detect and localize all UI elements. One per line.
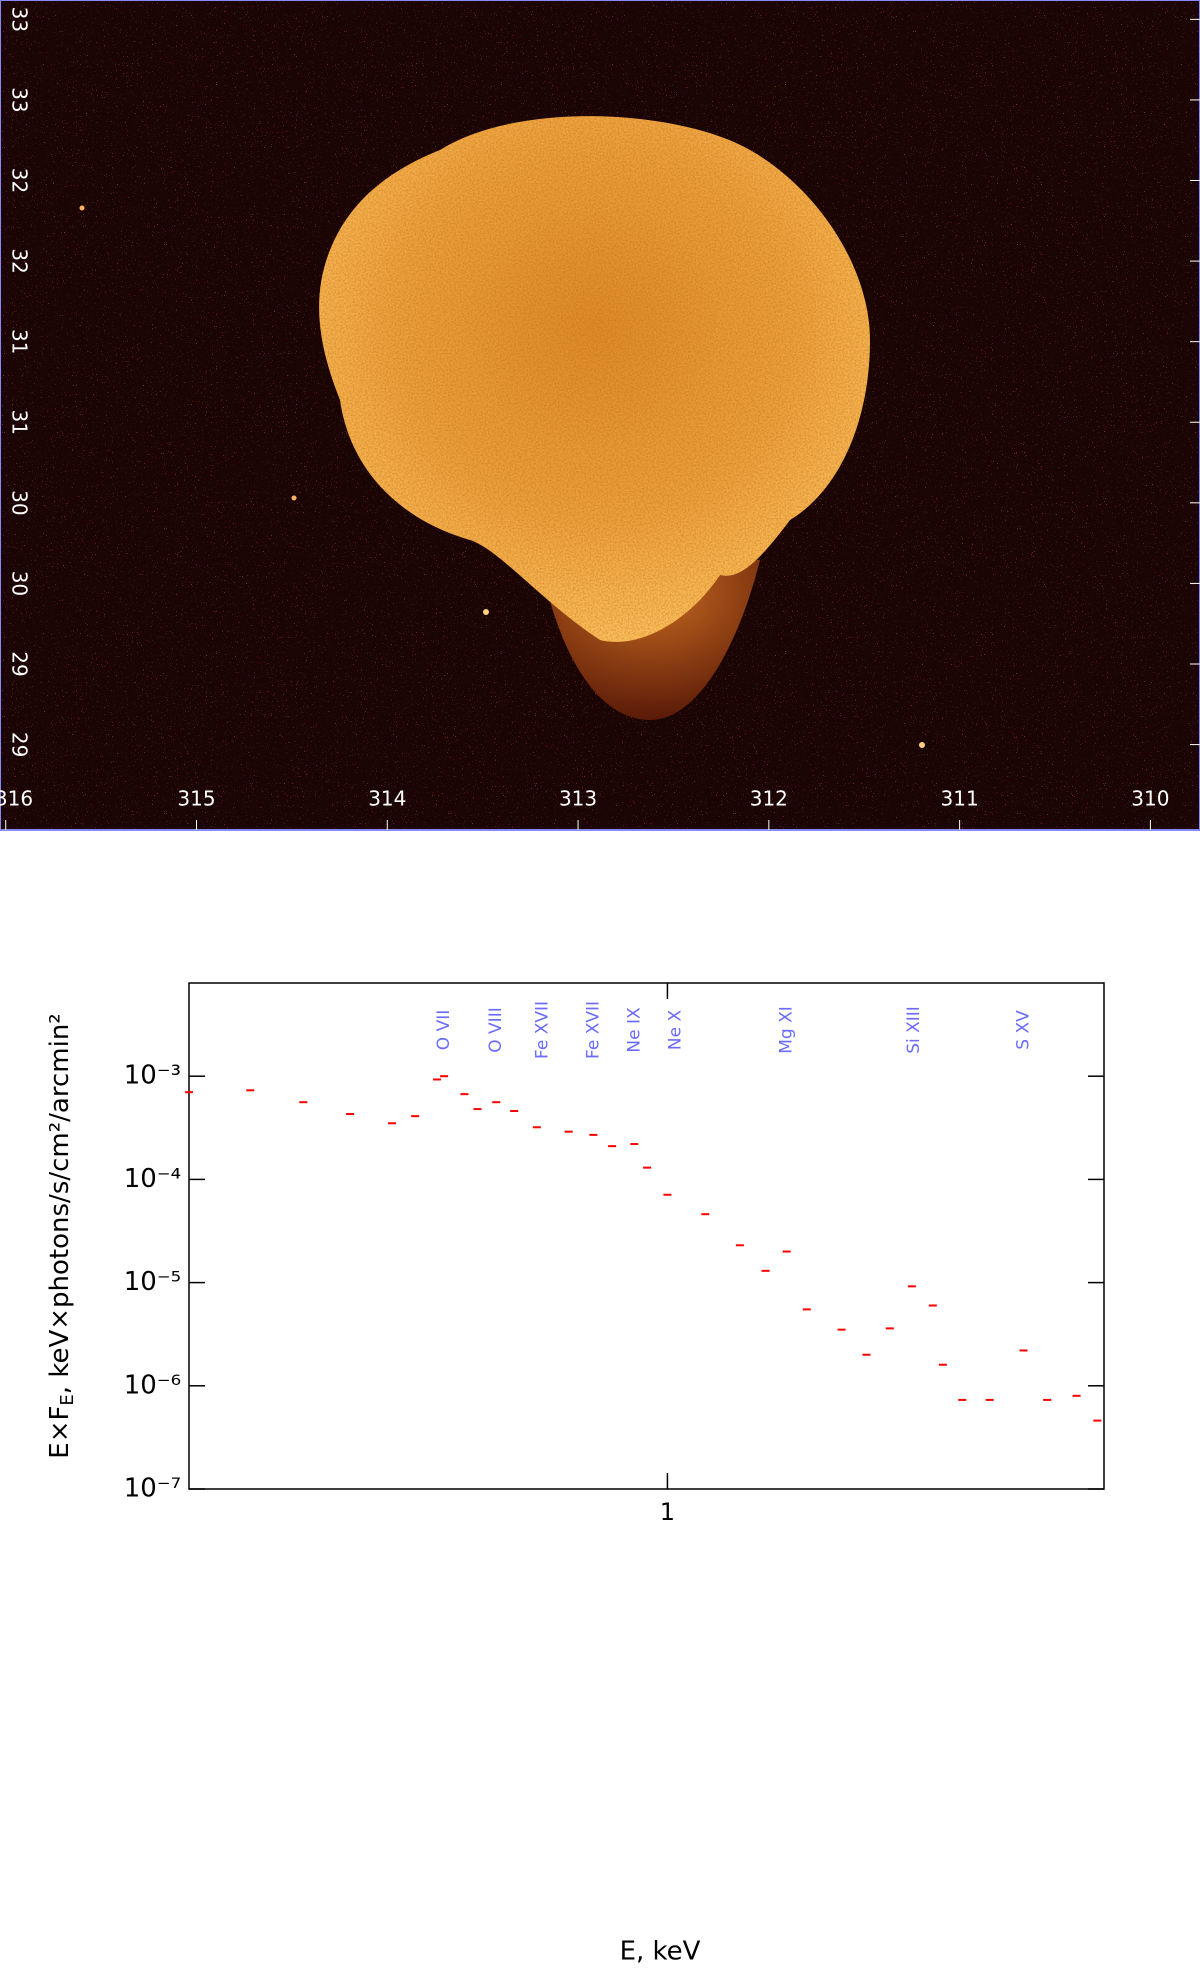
y-tick-label: 31 [8, 329, 32, 354]
y-tick-label: 32 [8, 168, 32, 193]
y-tick-label: 30 [8, 490, 32, 515]
x-axis-label: E, keV [620, 1937, 701, 1967]
y-tick-label: 30 [8, 571, 32, 596]
x-tick-label: 1 [660, 1498, 675, 1526]
line-label: Si XIII [904, 1006, 924, 1054]
y-tick-label: 10⁻⁶ [124, 1370, 181, 1400]
y-tick-label: 10⁻³ [124, 1061, 181, 1091]
line-label: O VII [434, 1010, 454, 1050]
y-tick-label: 10⁻⁵ [124, 1267, 181, 1297]
y-tick-label: 29 [8, 732, 32, 757]
line-label: Fe XVII [532, 1001, 552, 1059]
y-tick-label: 33 [8, 87, 32, 112]
x-tick-label: 311 [941, 787, 979, 811]
x-tick-label: 310 [1131, 787, 1169, 811]
y-tick-label: 32 [8, 248, 32, 273]
x-tick-label: 316 [0, 787, 33, 811]
y-label-sub: E [57, 1394, 78, 1405]
x-tick-label: 314 [368, 787, 406, 811]
line-label: S XV [1014, 1010, 1034, 1050]
y-tick-label: 10⁻⁴ [124, 1164, 181, 1194]
x-tick-label: 312 [750, 787, 788, 811]
y-tick-label: 33 [8, 7, 32, 32]
line-label: Mg XI [777, 1006, 797, 1054]
plot-frame [188, 982, 1105, 1490]
y-label-part: , keV×photons/s/cm²/arcmin² [45, 1013, 75, 1394]
line-label: Ne X [665, 1010, 685, 1051]
line-label: Fe XVII [583, 1001, 603, 1059]
x-tick-label: 313 [559, 787, 597, 811]
image-axes: 316 315 314 313 312 311 310 33 33 32 32 31 31 30 30 29 2… [0, 7, 1200, 830]
y-axis-label: E×FE, keV×photons/s/cm²/arcmin² [45, 1013, 79, 1458]
y-tick-label: 29 [8, 651, 32, 676]
y-tick-label: 31 [8, 410, 32, 435]
y-tick-label: 10⁻⁷ [124, 1474, 181, 1504]
x-tick-label: 315 [177, 787, 215, 811]
y-label-part: E×F [45, 1406, 75, 1459]
xray-image [0, 0, 1200, 831]
line-label: Ne IX [624, 1007, 644, 1053]
line-label: O VIII [486, 1007, 506, 1052]
spectrum-chart: E, keV E×FE, keV×photons/s/cm²/arcmin² 1… [45, 982, 1105, 1967]
